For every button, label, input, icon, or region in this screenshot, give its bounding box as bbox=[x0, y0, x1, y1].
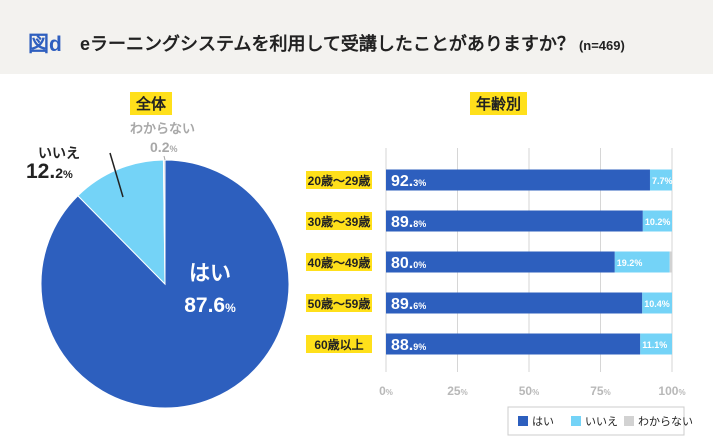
x-tick-label-2: 50% bbox=[519, 384, 539, 398]
bar-0-3 bbox=[386, 292, 643, 314]
pie-yes-label: はい bbox=[189, 262, 231, 285]
bar-0-1 bbox=[386, 210, 643, 232]
bar-1-4 bbox=[640, 333, 672, 355]
bar-yes-label-4: 88.9% bbox=[391, 337, 426, 354]
bar-no-label-3: 10.4% bbox=[644, 299, 670, 309]
bar-1-1 bbox=[642, 210, 672, 232]
bar-0-0 bbox=[386, 169, 650, 191]
header-band: 図d eラーニングシステムを利用して受講したことがありますか？ (n=469) bbox=[0, 0, 713, 74]
x-tick-label-3: 75% bbox=[590, 384, 610, 398]
bar-no-label-2: 19.2% bbox=[617, 258, 643, 268]
pie-no-value: 12.2% bbox=[26, 160, 73, 183]
pie-slice-1 bbox=[77, 159, 166, 286]
category-label-4: 60歳以上 bbox=[314, 337, 363, 352]
pie-yes-value: 87.6% bbox=[184, 294, 236, 317]
category-label-bg-4 bbox=[306, 335, 372, 353]
legend-box bbox=[507, 406, 685, 436]
category-label-3: 50歳〜59歳 bbox=[308, 296, 371, 311]
bar-1-2 bbox=[614, 251, 670, 273]
pie-no-label: いいえ bbox=[38, 145, 80, 161]
x-tick-label-4: 100% bbox=[658, 384, 685, 398]
sample-size: (n=469) bbox=[578, 38, 625, 53]
pie-no-leader bbox=[109, 152, 124, 198]
bar-yes-label-0: 92.3% bbox=[391, 173, 426, 190]
chart-title: eラーニングシステムを利用して受講したことがありますか？ (n=469) bbox=[80, 30, 625, 56]
bar-yes-label-3: 89.6% bbox=[391, 296, 426, 313]
legend-label-2: わからない bbox=[638, 415, 693, 428]
bar-no-label-4: 11.1% bbox=[642, 340, 667, 350]
category-label-bg-1 bbox=[306, 212, 372, 230]
pie-unknown-label: わからない bbox=[130, 121, 195, 136]
bar-yes-label-1: 89.8% bbox=[391, 214, 426, 231]
bar-0-4 bbox=[386, 333, 641, 355]
bar-no-label-1: 10.2% bbox=[645, 217, 671, 227]
figure-label: 図d bbox=[28, 33, 62, 56]
legend-swatch-2 bbox=[624, 416, 634, 426]
bar-section-label: 年齢別 bbox=[470, 92, 528, 115]
category-label-bg-2 bbox=[306, 253, 372, 271]
pie-unknown-leader bbox=[163, 155, 166, 161]
bar-1-3 bbox=[642, 292, 672, 314]
category-label-0: 20歳〜29歳 bbox=[308, 173, 371, 188]
x-tick-label-1: 25% bbox=[447, 384, 467, 398]
legend-label-0: はい bbox=[532, 415, 554, 428]
bar-0-2 bbox=[386, 251, 615, 273]
bar-2-2 bbox=[669, 251, 672, 273]
category-label-bg-0 bbox=[306, 171, 372, 189]
bar-yes-label-2: 80.0% bbox=[391, 255, 426, 272]
bar-1-0 bbox=[649, 169, 672, 191]
x-tick-label-0: 0% bbox=[379, 384, 393, 398]
title-text: eラーニングシステムを利用して受講したことがありますか？ bbox=[80, 34, 575, 54]
bar-no-label-0: 7.7% bbox=[652, 176, 673, 186]
legend-swatch-1 bbox=[571, 416, 581, 426]
legend-swatch-0 bbox=[518, 416, 528, 426]
category-label-bg-3 bbox=[306, 294, 372, 312]
category-label-2: 40歳〜49歳 bbox=[308, 255, 371, 270]
pie-section-label: 全体 bbox=[130, 92, 173, 115]
pie-unknown-value: 0.2% bbox=[150, 139, 178, 155]
legend-label-1: いいえ bbox=[585, 415, 618, 428]
category-label-1: 30歳〜39歳 bbox=[308, 214, 371, 229]
